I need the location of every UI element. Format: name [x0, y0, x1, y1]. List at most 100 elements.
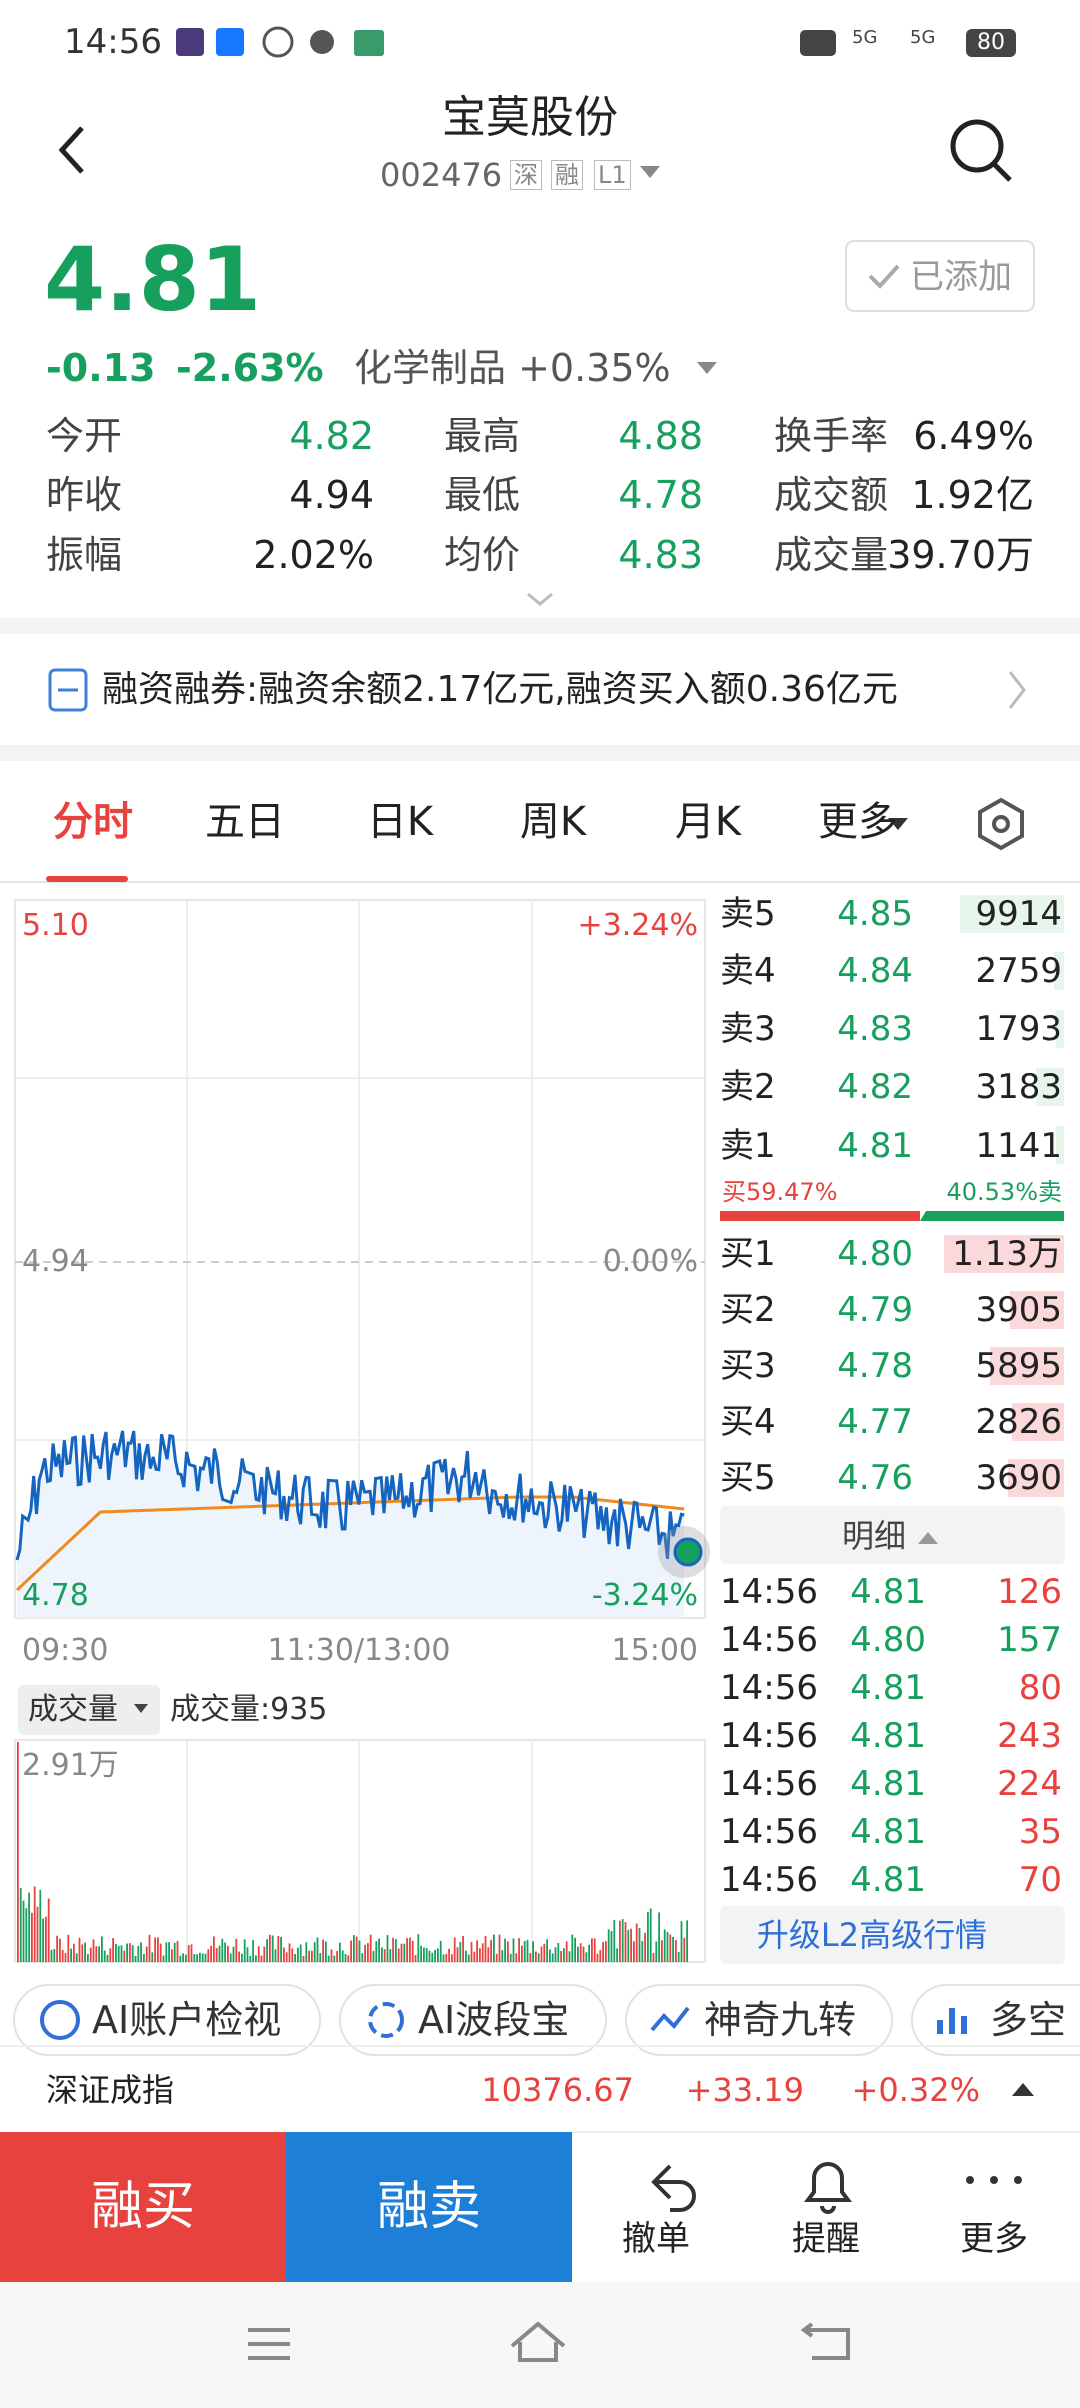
volume-bar [182, 1953, 184, 1962]
tool-pill[interactable] [339, 1984, 607, 2056]
more-icon[interactable] [966, 2176, 974, 2184]
trade-volume: 126 [997, 1572, 1062, 1612]
volume-bar [680, 1921, 683, 1962]
search-icon[interactable] [950, 119, 1004, 173]
trade-volume: 224 [997, 1764, 1062, 1804]
detail-header[interactable] [720, 1506, 1065, 1564]
alert-label[interactable]: 提醒 [792, 2219, 860, 2259]
expand-icon[interactable] [527, 592, 553, 606]
ask-price: 4.85 [837, 894, 913, 934]
tool-icon [40, 2000, 80, 2040]
dropdown-icon[interactable] [640, 166, 660, 178]
volume-bar [67, 1934, 70, 1962]
stat-label: 今开 [46, 414, 123, 458]
volume-bar [675, 1940, 677, 1962]
watch-button-frame[interactable] [845, 240, 1035, 312]
volume-bar [644, 1932, 646, 1962]
detail-title[interactable]: 明细 [841, 1517, 907, 1555]
volume-bar [529, 1953, 532, 1962]
alert-icon[interactable] [804, 2162, 852, 2214]
volume-bar [414, 1955, 417, 1962]
trade-time: 14:56 [720, 1572, 818, 1612]
bid-volume: 3690 [975, 1458, 1062, 1498]
chart-tab[interactable]: 五日 [205, 799, 285, 845]
volume-bar [445, 1953, 448, 1962]
volume-bar [280, 1936, 282, 1962]
volume-bar [126, 1943, 128, 1962]
check-icon [868, 264, 900, 289]
volume-bar [599, 1949, 602, 1962]
volume-bar [470, 1941, 473, 1962]
tool-label[interactable]: AI波段宝 [418, 1998, 570, 2042]
volume-selector-frame[interactable] [18, 1685, 160, 1735]
volume-bar [649, 1908, 652, 1962]
trade-price: 4.81 [850, 1764, 926, 1804]
chart-tab[interactable]: 日K [366, 799, 434, 845]
dropdown-icon[interactable] [888, 818, 908, 830]
volume-bar [112, 1938, 114, 1962]
volume-selector[interactable]: 成交量 [28, 1692, 118, 1727]
chart-tab[interactable]: 分时 [53, 799, 133, 845]
trade-volume: 70 [1018, 1860, 1062, 1900]
sell-button[interactable] [286, 2132, 572, 2282]
nav-back[interactable] [800, 2322, 850, 2360]
volume-bar [288, 1943, 291, 1962]
volume-bar [341, 1950, 344, 1962]
watch-button[interactable]: 已添加 [910, 257, 1012, 297]
volume-shade [1010, 1291, 1064, 1329]
buy-ratio: 买59.47% [722, 1178, 838, 1206]
volume-bar [190, 1944, 193, 1962]
volume-bar [465, 1950, 467, 1962]
margin-banner[interactable]: 融资融券:融资余额2.17亿元,融资买入额0.36亿元 [102, 669, 898, 710]
price-axis-label: 4.94 [22, 1244, 89, 1279]
stock-tag: L1 [594, 160, 631, 190]
volume-bar [459, 1942, 462, 1962]
stat-value: 1.92亿 [911, 473, 1034, 517]
time-axis-label: 11:30/13:00 [267, 1633, 451, 1668]
sell-label[interactable]: 融卖 [376, 2177, 482, 2237]
nav-home[interactable] [510, 2321, 566, 2362]
volume-bar [669, 1934, 672, 1962]
tool-pill[interactable] [625, 1984, 893, 2056]
app-icon [216, 28, 244, 56]
volume-bar [266, 1939, 268, 1962]
volume-bar [274, 1949, 277, 1962]
buy-label[interactable]: 融买 [90, 2177, 196, 2237]
volume-bar [269, 1934, 271, 1962]
settings-icon[interactable] [978, 797, 1024, 851]
tool-label[interactable]: 多空 [990, 1998, 1067, 2042]
cancel-icon[interactable] [651, 2164, 696, 2212]
nav-menu[interactable] [248, 2328, 290, 2360]
back-icon[interactable] [58, 126, 84, 174]
volume-bar [277, 1936, 280, 1962]
tool-label[interactable]: 神奇九转 [704, 1998, 857, 2042]
app-icon [354, 30, 384, 56]
chart-tab[interactable]: 更多 [818, 799, 898, 845]
tool-pill[interactable] [911, 1984, 1080, 2056]
more-label[interactable]: 更多 [960, 2219, 1028, 2259]
stat-value: 4.78 [618, 473, 703, 517]
volume-bar [196, 1954, 198, 1962]
tool-pill[interactable] [13, 1984, 321, 2056]
volume-bar [641, 1941, 644, 1962]
upgrade-link[interactable]: 升级L2高级行情 [756, 1916, 988, 1954]
upgrade-button[interactable] [720, 1906, 1065, 1964]
dropdown-icon[interactable] [697, 362, 717, 374]
volume-bar [134, 1955, 137, 1962]
buy-button[interactable] [0, 2132, 286, 2282]
chart-tab[interactable]: 月K [674, 799, 742, 845]
chart-tab[interactable]: 周K [519, 799, 587, 845]
volume-bar [409, 1937, 411, 1962]
more-icon [1014, 2176, 1022, 2184]
cancel-label[interactable]: 撤单 [622, 2219, 690, 2259]
collapse-icon [918, 1532, 938, 1544]
stat-label: 昨收 [46, 473, 123, 517]
tool-label[interactable]: AI账户检视 [92, 1998, 282, 2042]
volume-bar [336, 1951, 338, 1962]
volume-bar [361, 1953, 364, 1962]
volume-bar [616, 1948, 618, 1962]
volume-bar [224, 1942, 226, 1962]
volume-bar [423, 1947, 425, 1962]
trade-volume: 157 [997, 1620, 1062, 1660]
chevron[interactable] [1008, 671, 1026, 709]
